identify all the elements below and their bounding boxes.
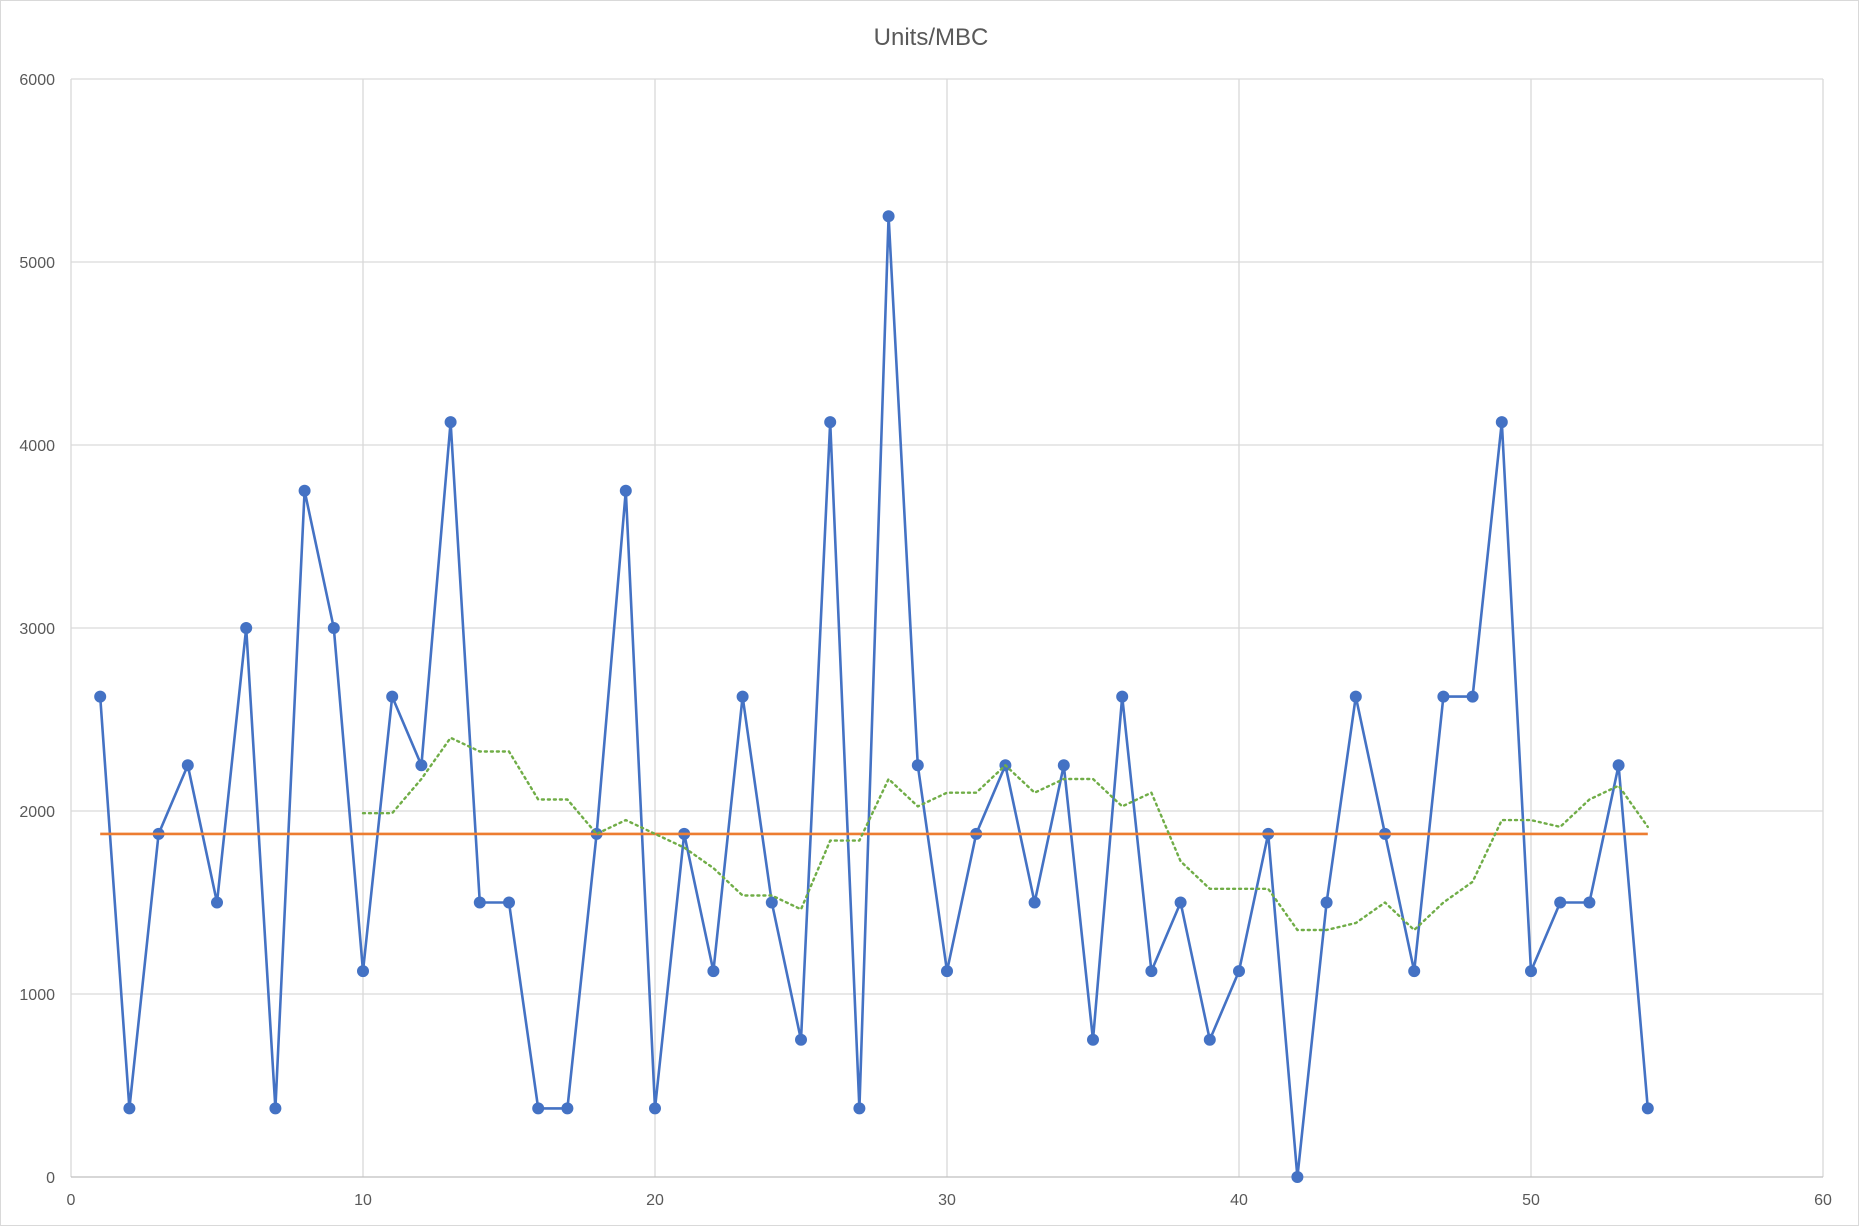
x-tick-label: 10 [354,1192,372,1209]
y-tick-label: 1000 [19,987,55,1004]
data-point [1349,690,1362,703]
x-tick-label: 30 [938,1192,956,1209]
data-point [532,1102,545,1115]
data-point [619,484,632,497]
gridlines [71,78,1824,1177]
y-tick-label: 3000 [19,621,55,638]
plot-area [94,210,1654,1183]
data-point [386,690,399,703]
axes [70,79,1823,1178]
data-point [1320,896,1333,909]
data-point [1116,690,1129,703]
data-point [415,759,428,772]
data-point [211,896,223,909]
data-point [911,759,924,772]
data-point [503,896,515,909]
y-tick-label: 6000 [19,72,55,89]
data-point [1057,759,1070,772]
data-point [123,1102,136,1115]
x-tick-label: 0 [67,1192,76,1209]
data-point [181,759,194,772]
y-tick-label: 0 [46,1170,55,1187]
data-point [1554,896,1567,909]
data-point [1087,1033,1099,1046]
data-point [1466,690,1479,703]
data-point [795,1033,807,1046]
data-point [853,1102,866,1115]
x-tick-label: 50 [1522,1192,1540,1209]
data-point [1233,965,1245,978]
data-point [1641,1102,1654,1115]
data-point [1437,690,1450,703]
data-point [94,690,107,703]
data-point [824,416,837,429]
data-point [941,965,953,978]
y-tick-label: 2000 [19,804,55,821]
data-point [1203,1033,1216,1046]
data-point [1408,965,1421,978]
data-point [561,1102,574,1115]
x-tick-label: 60 [1814,1192,1832,1209]
data-point [269,1102,282,1115]
data-point [240,622,253,634]
data-series-line [98,215,1650,1179]
data-point [1495,416,1508,429]
data-point [765,896,778,909]
data-point [1612,759,1625,772]
data-point [1028,896,1041,909]
chart-title: Units/MBC [874,24,989,51]
x-tick-label: 40 [1230,1192,1248,1209]
data-point [1145,965,1158,978]
data-point [1525,965,1537,978]
y-tick-label: 4000 [19,438,55,455]
data-point [649,1102,661,1115]
data-point [1174,896,1187,909]
data-point [707,965,720,978]
x-tick-label: 20 [646,1192,664,1209]
y-tick-label: 5000 [19,255,55,272]
data-point [444,416,457,429]
data-point [357,965,369,978]
data-point [473,896,486,909]
moving-average-line [361,736,1650,932]
data-point [736,690,749,703]
data-point [327,622,340,634]
data-point [1291,1171,1304,1183]
data-point [882,210,895,223]
data-point [298,484,311,497]
data-point [1583,896,1596,909]
tick-labels: 0 1000 2000 3000 4000 5000 6000 0 10 20 30 40 50 60 [19,72,1832,1209]
